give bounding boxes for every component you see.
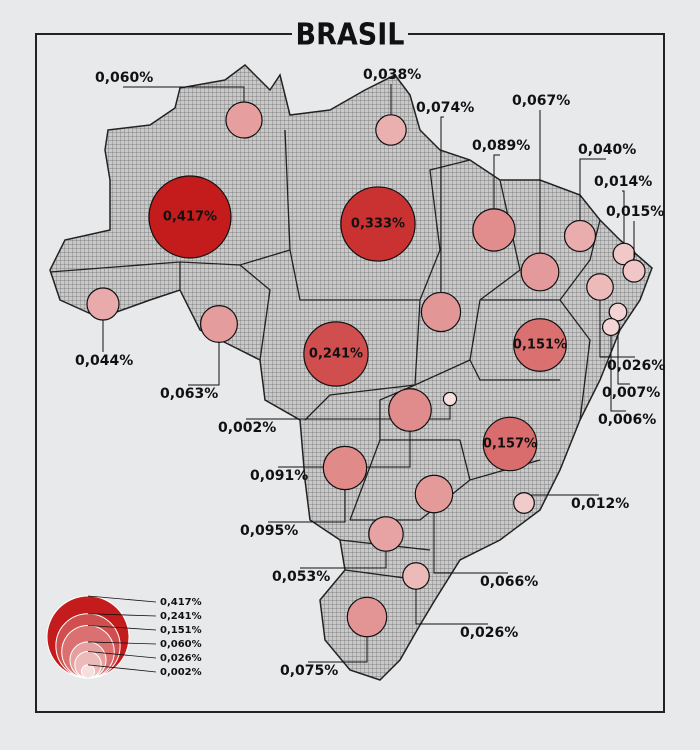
value-circle: [346, 596, 388, 638]
value-circle: [513, 318, 567, 372]
leader-line: [440, 116, 444, 312]
legend-line: [87, 664, 157, 673]
value-label: 0,026%: [460, 625, 518, 641]
value-label: 0,063%: [160, 386, 218, 402]
legend-label: 0,151%: [160, 625, 202, 636]
value-label: 0,053%: [272, 569, 330, 585]
value-circle: [148, 175, 232, 259]
value-circle: [608, 302, 628, 322]
leader-line: [188, 324, 220, 386]
value-label: 0,157%: [483, 437, 537, 452]
legend-label: 0,417%: [160, 597, 202, 608]
value-label: 0,026%: [607, 358, 665, 374]
value-label: 0,066%: [480, 574, 538, 590]
legend-circle: [80, 664, 96, 679]
legend-label: 0,026%: [160, 653, 202, 664]
value-circle: [303, 321, 369, 387]
value-label: 0,060%: [95, 70, 153, 86]
value-label: 0,074%: [416, 100, 474, 116]
leader-line: [599, 287, 635, 358]
value-circle: [472, 208, 516, 252]
legend-label: 0,241%: [160, 611, 202, 622]
value-circle: [340, 186, 416, 262]
value-circle: [563, 219, 597, 253]
value-circle: [586, 273, 614, 301]
title: BRASIL: [296, 18, 405, 53]
leader-line: [610, 327, 626, 412]
value-label: 0,151%: [513, 338, 567, 353]
value-label: 0,417%: [163, 210, 217, 225]
value-circle: [482, 416, 538, 472]
value-label: 0,095%: [240, 523, 298, 539]
value-label: 0,089%: [472, 138, 530, 154]
leader-line: [579, 158, 606, 236]
value-circle: [520, 252, 560, 292]
value-label: 0,333%: [351, 217, 405, 232]
value-label: 0,006%: [598, 412, 656, 428]
value-label: 0,007%: [602, 385, 660, 401]
value-label: 0,002%: [218, 420, 276, 436]
title-bg: [292, 20, 408, 50]
legend-line: [87, 625, 157, 631]
value-label: 0,241%: [309, 347, 363, 362]
leader-line: [622, 190, 625, 254]
legend-line: [87, 595, 157, 603]
value-circle: [414, 474, 454, 514]
value-circle: [86, 287, 120, 321]
value-circle: [375, 114, 407, 146]
value-circle: [601, 317, 621, 337]
value-circle: [200, 305, 238, 343]
value-label: 0,038%: [363, 67, 421, 83]
leader-line: [433, 494, 508, 574]
value-circle: [513, 492, 535, 514]
value-label: 0,015%: [606, 204, 664, 220]
legend-line: [87, 651, 157, 659]
value-circle: [388, 388, 432, 432]
value-label: 0,091%: [250, 468, 308, 484]
value-circle: [402, 562, 430, 590]
legend-line: [87, 641, 157, 645]
value-label: 0,014%: [594, 174, 652, 190]
leader-line: [493, 154, 500, 230]
value-label: 0,044%: [75, 353, 133, 369]
legend-label: 0,002%: [160, 667, 202, 678]
value-label: 0,012%: [571, 496, 629, 512]
value-circle: [322, 445, 368, 491]
value-circle: [225, 101, 263, 139]
legend-line: [87, 613, 157, 617]
leader-line: [415, 576, 488, 625]
value-circle: [368, 516, 404, 552]
value-circle: [622, 259, 646, 283]
value-label: 0,040%: [578, 142, 636, 158]
leader-line: [617, 312, 630, 385]
value-circle: [612, 242, 636, 266]
value-label: 0,075%: [280, 663, 338, 679]
value-circle: [442, 391, 458, 407]
value-label: 0,067%: [512, 93, 570, 109]
value-circle: [420, 291, 462, 333]
legend-label: 0,060%: [160, 639, 202, 650]
